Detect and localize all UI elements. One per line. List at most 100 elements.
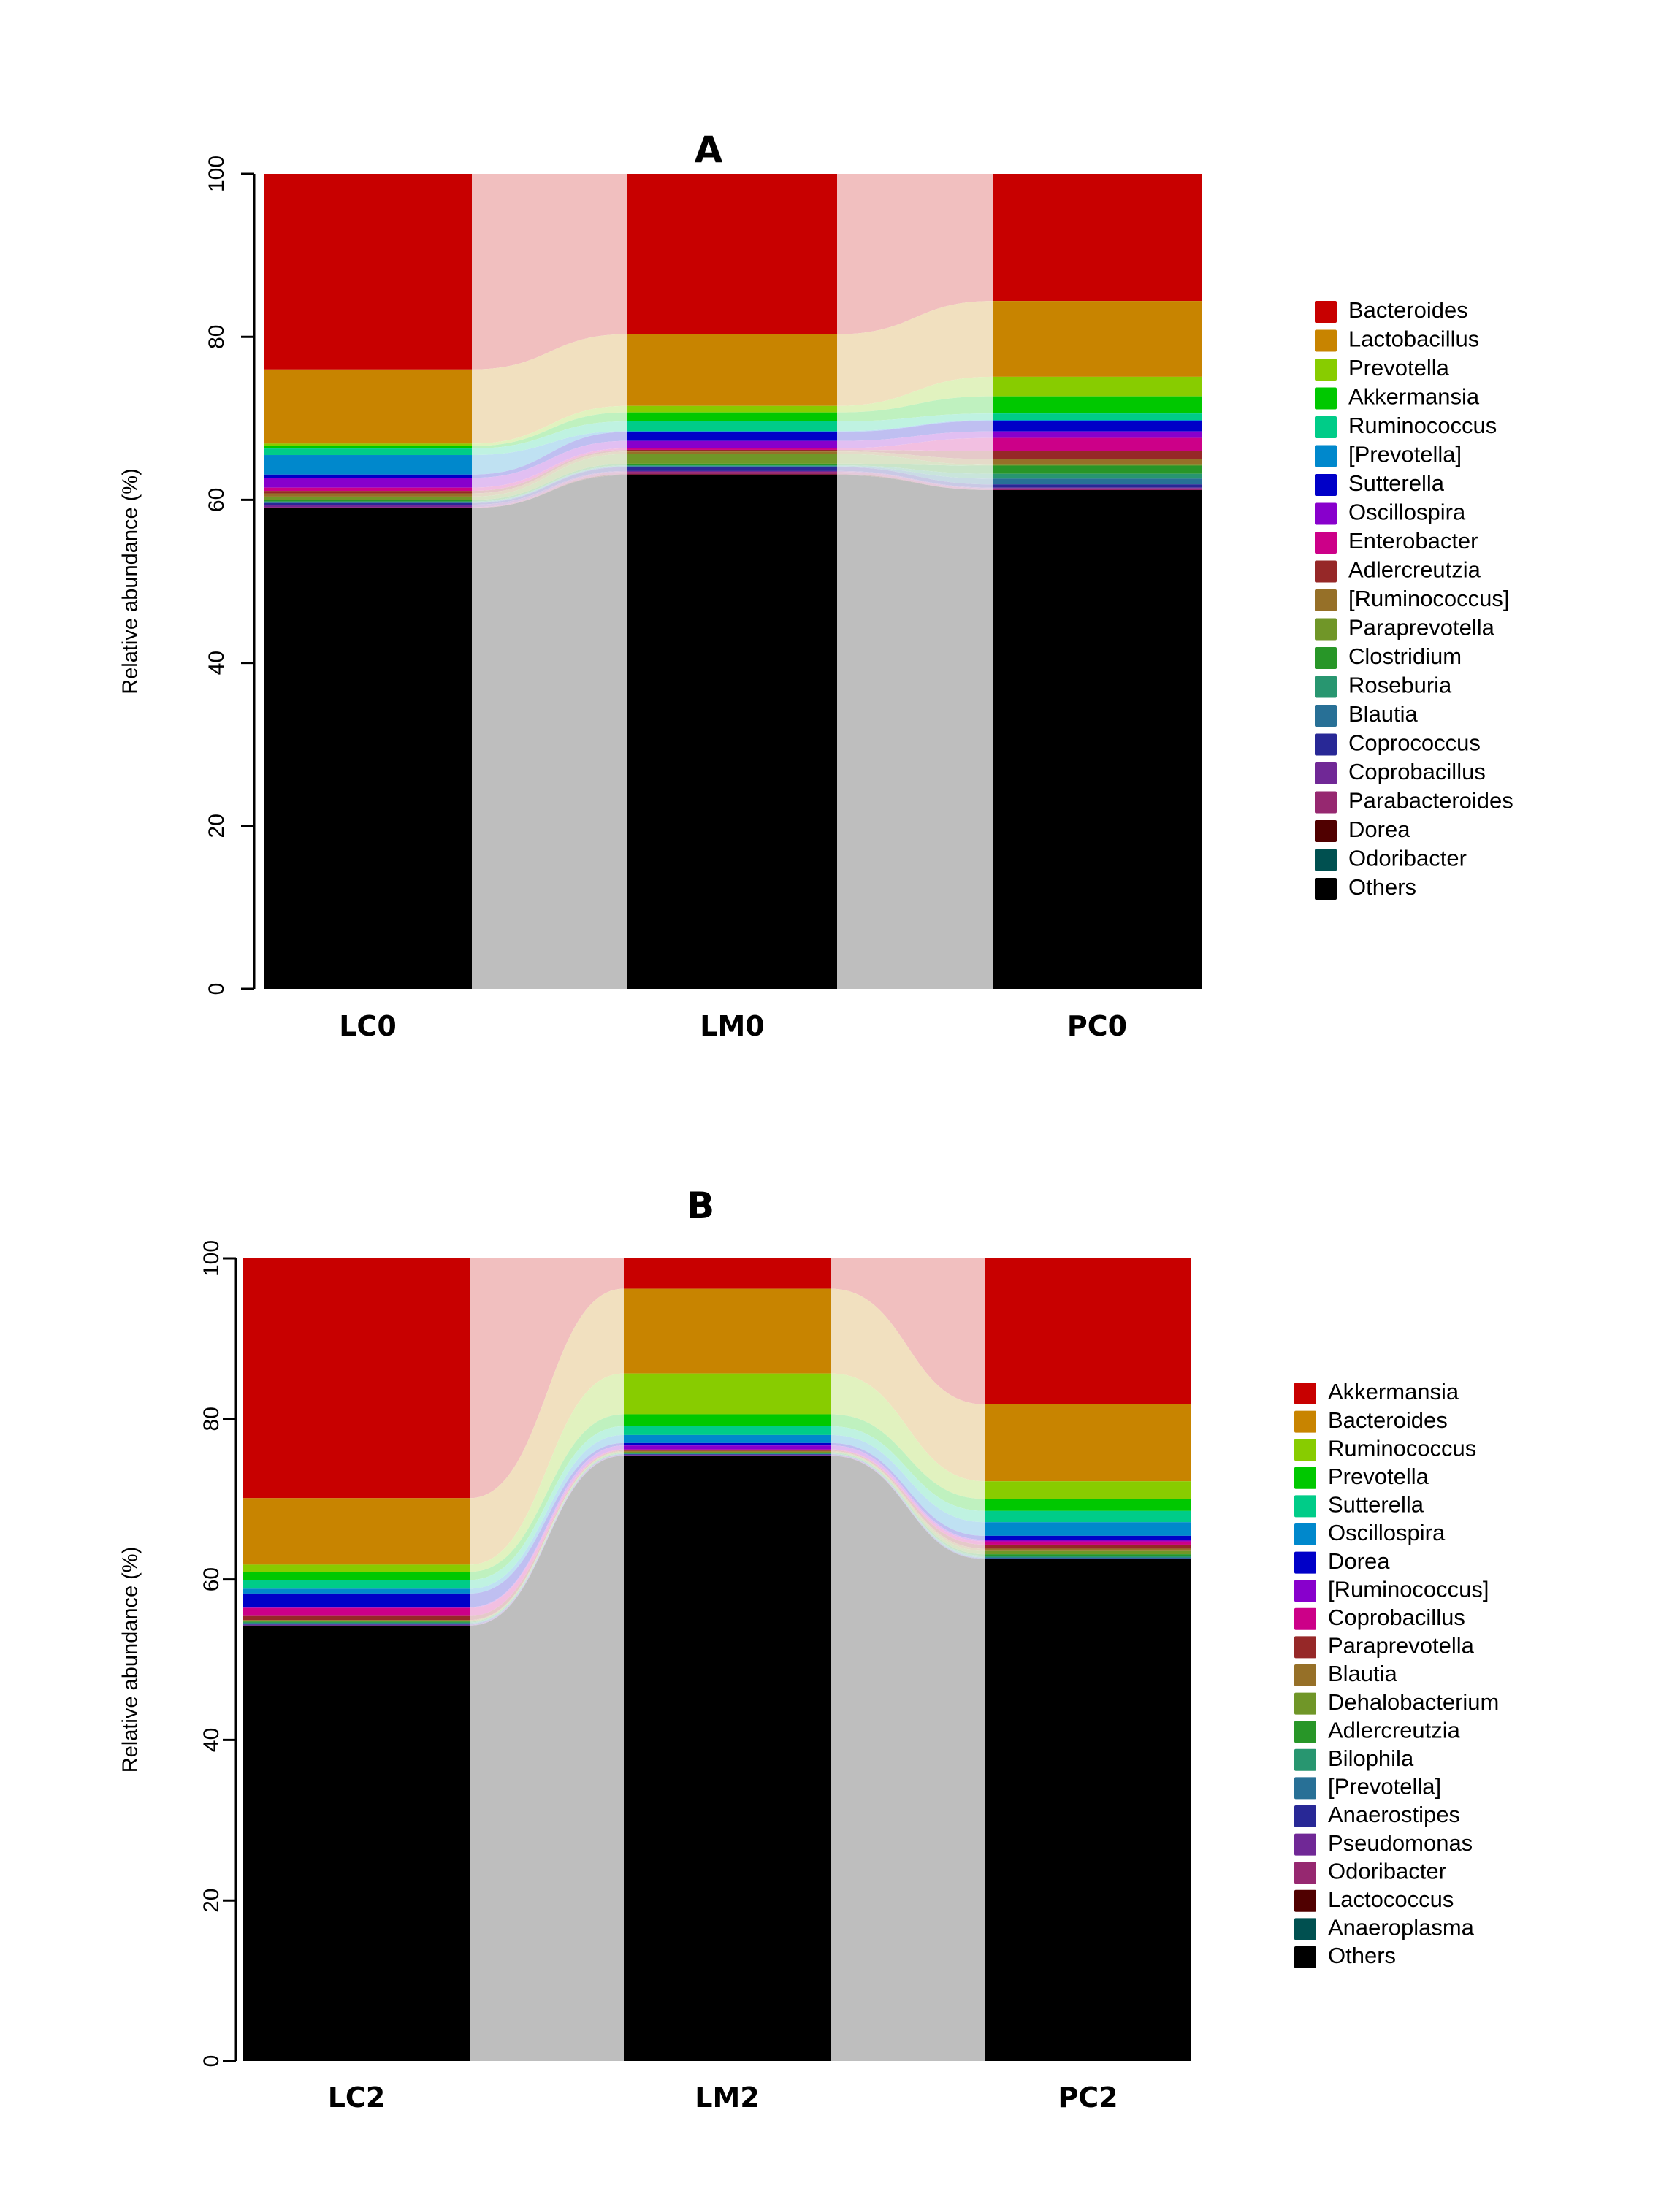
legend-label: Coprobacillus (1348, 759, 1486, 784)
y-tick-label: 60 (199, 1567, 224, 1591)
bar-segment-lc2-prevotella (243, 1572, 470, 1580)
legend-label: Ruminococcus (1348, 413, 1497, 438)
legend-item-ruminococcus: [Ruminococcus] (1315, 586, 1510, 611)
legend-label: Blautia (1348, 701, 1419, 727)
bar-segment-lm0-akkermansia (627, 412, 837, 421)
flow-sutterella-lc0-to-lm0 (472, 432, 627, 478)
bar-segment-lm2-pseudomonas (624, 1455, 831, 1456)
legend-label: [Prevotella] (1348, 442, 1462, 467)
bar-segment-lm2-akkermansia (624, 1258, 831, 1289)
bar-segment-pc0-clostridium (993, 465, 1202, 474)
bar-segment-lc2-adlercreutzia (243, 1621, 470, 1623)
bar-segment-lc2-others (243, 1625, 470, 2061)
bar-segment-lc2-coprobacillus (243, 1607, 470, 1616)
y-axis-title: Relative abundance (%) (119, 1547, 142, 1773)
bar-segment-pc0-roseburia (993, 473, 1202, 479)
bar-segment-pc0-prevotella (993, 420, 1202, 421)
legend-label: Paraprevotella (1348, 615, 1495, 641)
legend-swatch (1315, 733, 1337, 756)
bar-segment-lc0-bacteroides (264, 174, 472, 370)
bar-segment-pc0-sutterella (993, 421, 1202, 432)
legend-label: [Prevotella] (1328, 1774, 1441, 1800)
bar-segment-lc2-pseudomonas (243, 1624, 470, 1626)
flow-blautia-lm2-to-pc2 (831, 1450, 985, 1551)
legend-item-oscillospira: Oscillospira (1294, 1520, 1446, 1545)
legend-swatch (1315, 532, 1337, 554)
legend-label: Enterobacter (1348, 528, 1478, 554)
flow-dorea-lc0-to-lm0 (472, 474, 627, 508)
legend-label: Dorea (1328, 1548, 1390, 1574)
legend-item-oscillospira: Oscillospira (1315, 500, 1466, 525)
flow-prevotella-lc0-to-lm0 (472, 431, 627, 475)
legend-swatch (1315, 301, 1337, 323)
legend-item-ruminococcus: [Ruminococcus] (1294, 1576, 1489, 1602)
y-tick-label: 20 (199, 1889, 224, 1913)
flow-sutterella-lm0-to-pc0 (837, 421, 993, 441)
flow-others-lm0-to-pc0 (837, 475, 993, 989)
bar-segment-pc2-prevotella (985, 1499, 1191, 1511)
legend-swatch (1294, 1748, 1316, 1771)
bar-segment-lm0-ruminococcus (627, 421, 837, 432)
legend-item-dorea: Dorea (1315, 817, 1410, 842)
legend-label: Akkermansia (1328, 1379, 1459, 1404)
legend-swatch (1315, 618, 1337, 641)
panel-title: A (695, 129, 723, 171)
bar-segment-pc0-parabacteroides (993, 488, 1202, 491)
y-tick-label: 40 (199, 1728, 224, 1752)
bar-segment-lc2-ruminococcus (243, 1564, 470, 1572)
bar-segment-lc2-blautia (243, 1620, 470, 1621)
flow-prevotella-lc0-to-lm0 (472, 405, 627, 446)
flow-bilophila-lm2-to-pc2 (831, 1453, 985, 1558)
bar-segment-lm0-parabacteroides (627, 472, 837, 475)
legend-item-akkermansia: Akkermansia (1315, 384, 1480, 410)
legend-item-prevotella: Prevotella (1294, 1464, 1429, 1489)
flow-sutterella-lm2-to-pc2 (831, 1426, 985, 1523)
bar-segment-pc2-dorea (985, 1535, 1191, 1540)
flow-ruminococcus-lm2-to-pc2 (831, 1445, 985, 1542)
legend-item-odoribacter: Odoribacter (1294, 1858, 1446, 1884)
flow-prevotella-lm2-to-pc2 (831, 1414, 985, 1511)
flow-ruminococcus-lc0-to-lm0 (472, 451, 627, 497)
legend-item-odoribacter: Odoribacter (1315, 846, 1467, 871)
y-tick-label: 0 (205, 983, 229, 995)
legend-item-prevotella: [Prevotella] (1315, 442, 1462, 467)
flow-dorea-lm0-to-pc0 (837, 474, 993, 491)
legend-item-paraprevotella: Paraprevotella (1294, 1633, 1475, 1659)
flow-adlercreutzia-lm2-to-pc2 (831, 1452, 985, 1556)
bar-segment-pc2-bilophila (985, 1556, 1191, 1558)
bar-pc2 (985, 1258, 1191, 2061)
legend-swatch (1315, 329, 1337, 352)
legend-label: Anaeroplasma (1328, 1915, 1475, 1940)
bar-segment-lm2-oscillospira (624, 1434, 831, 1443)
bar-segment-pc0-akkermansia (993, 396, 1202, 414)
bar-segment-pc0-coprococcus (993, 484, 1202, 488)
flow-sutterella-lc2-to-lm2 (470, 1426, 624, 1589)
bar-segment-pc0-ruminococcus (993, 459, 1202, 465)
legend-swatch (1294, 1805, 1316, 1827)
legend-label: Coprococcus (1348, 730, 1481, 756)
category-label-pc2: PC2 (1058, 2081, 1118, 2114)
flow-others-lm2-to-pc2 (831, 1456, 985, 2061)
bar-segment-lm0-ruminococcus (627, 451, 837, 454)
legend-swatch (1315, 849, 1337, 871)
panel-title: B (687, 1185, 714, 1227)
legend-swatch (1315, 560, 1337, 583)
legend-swatch (1294, 1551, 1316, 1574)
legend-swatch (1294, 1721, 1316, 1743)
legend-swatch (1315, 359, 1337, 381)
flow-akkermansia-lc2-to-lm2 (470, 1258, 624, 1499)
bar-lc2 (243, 1258, 470, 2061)
legend-swatch (1315, 820, 1337, 842)
flow-parabacteroides-lc0-to-lm0 (472, 472, 627, 508)
bar-segment-lm0-sutterella (627, 432, 837, 441)
legend-label: Anaerostipes (1328, 1802, 1460, 1827)
legend-item-bacteroides: Bacteroides (1294, 1407, 1448, 1433)
bar-segment-lm0-coprobacillus (627, 470, 837, 473)
flow-pseudomonas-lm2-to-pc2 (831, 1455, 985, 1559)
y-tick-label: 100 (199, 1240, 224, 1277)
flows (472, 174, 993, 989)
bar-segment-lc2-anaerostipes (243, 1624, 470, 1625)
bar-segment-pc0-prevotella (993, 376, 1202, 397)
flow-prevotella-lc2-to-lm2 (470, 1414, 624, 1580)
flow-prevotella-lm0-to-pc0 (837, 420, 993, 432)
